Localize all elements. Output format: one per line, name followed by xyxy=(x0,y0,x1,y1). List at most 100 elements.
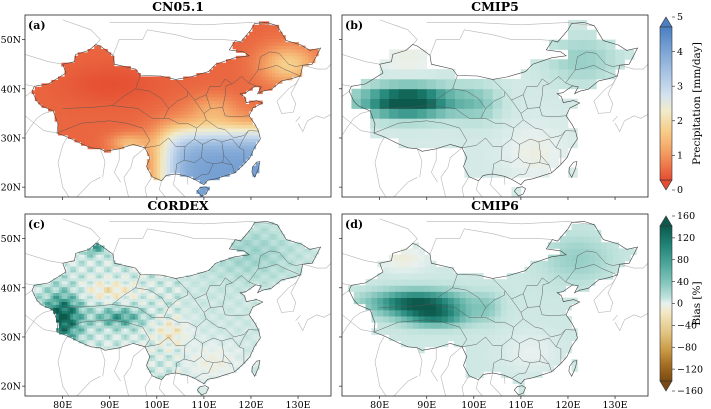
grid-cell xyxy=(77,107,82,112)
grid-cell xyxy=(81,310,85,314)
grid-cell xyxy=(177,331,181,335)
grid-cell xyxy=(222,152,227,157)
grid-cell xyxy=(160,93,164,98)
grid-cell xyxy=(126,266,130,270)
grid-cell xyxy=(87,55,92,60)
grid-cell xyxy=(64,295,68,299)
grid-cell xyxy=(248,339,252,344)
grid-cell xyxy=(199,145,204,150)
grid-cell xyxy=(97,135,102,139)
grid-cell xyxy=(232,155,237,160)
grid-cell xyxy=(205,366,209,370)
grid-cell xyxy=(278,45,283,50)
grid-cell xyxy=(234,242,238,246)
grid-cell xyxy=(106,339,111,344)
grid-cell xyxy=(267,280,272,285)
grid-cell xyxy=(78,310,82,314)
grid-cell xyxy=(94,128,98,132)
grid-cell xyxy=(48,90,52,95)
grid-cell xyxy=(123,86,128,91)
grid-cell xyxy=(95,277,99,282)
grid-cell xyxy=(132,334,136,338)
grid-cell xyxy=(301,55,306,60)
grid-cell xyxy=(84,73,89,77)
grid-cell xyxy=(61,286,65,291)
grid-cell xyxy=(191,342,195,347)
grid-cell xyxy=(149,348,153,353)
panel-c: CORDEX(c)80E 90E 100E 110E 120E 130E50N40N30N… xyxy=(1,198,332,409)
grid-cell xyxy=(156,124,161,129)
grid-cell xyxy=(255,48,260,53)
grid-cell xyxy=(169,307,173,311)
grid-cell xyxy=(520,88,531,100)
grid-cell xyxy=(253,257,258,261)
grid-cell xyxy=(156,86,161,91)
grid-cell xyxy=(211,292,215,297)
grid-cell xyxy=(160,307,164,311)
grid-cell xyxy=(84,254,88,258)
grid-cell xyxy=(265,59,270,64)
grid-cell xyxy=(98,316,102,320)
grid-cell xyxy=(245,141,250,146)
grid-cell xyxy=(118,342,122,347)
grid-cell xyxy=(245,257,249,261)
grid-cell xyxy=(188,295,193,299)
grid-cell xyxy=(242,345,246,350)
grid-cell xyxy=(73,274,77,279)
grid-cell xyxy=(157,363,161,367)
grid-cell xyxy=(242,254,246,258)
grid-cell xyxy=(171,277,176,282)
grid-cell xyxy=(245,52,250,57)
grid-cell xyxy=(275,35,280,40)
grid-cell xyxy=(236,342,241,347)
grid-cell xyxy=(143,301,147,305)
grid-cell xyxy=(160,86,164,91)
grid-cell xyxy=(239,260,243,264)
country-border xyxy=(342,110,371,137)
grid-cell xyxy=(417,108,428,119)
grid-cell xyxy=(407,88,418,100)
grid-cell xyxy=(117,110,121,115)
grid-cell xyxy=(242,131,247,136)
grid-cell xyxy=(135,322,139,326)
grid-cell xyxy=(217,372,221,376)
grid-cell xyxy=(157,319,161,323)
grid-cell xyxy=(173,107,177,112)
grid-cell xyxy=(539,98,550,109)
grid-cell xyxy=(270,248,274,252)
grid-cell xyxy=(219,266,224,270)
grid-cell xyxy=(265,236,269,240)
grid-cell xyxy=(267,266,272,270)
grid-cell xyxy=(64,301,68,305)
grid-cell xyxy=(196,148,201,153)
grid-cell xyxy=(115,310,119,314)
grid-cell xyxy=(222,138,227,143)
grid-cell xyxy=(188,360,193,364)
grid-cell xyxy=(502,157,512,168)
grid-cell xyxy=(212,176,217,181)
grid-cell xyxy=(133,93,138,98)
grid-cell xyxy=(101,307,105,311)
grid-cell xyxy=(265,35,270,40)
grid-cell xyxy=(109,313,113,317)
grid-cell xyxy=(75,328,80,332)
grid-cell xyxy=(268,48,273,53)
grid-cell xyxy=(132,280,136,285)
grid-cell xyxy=(84,138,89,143)
grid-cell xyxy=(106,260,111,264)
grid-cell xyxy=(212,114,217,119)
grid-cell xyxy=(39,286,43,291)
grid-cell xyxy=(64,280,68,285)
grid-cell xyxy=(163,172,168,177)
grid-cell xyxy=(100,62,105,67)
grid-cell xyxy=(110,93,115,98)
grid-cell xyxy=(150,141,154,146)
grid-cell xyxy=(276,269,280,273)
grid-cell xyxy=(135,286,139,291)
grid-cell xyxy=(236,260,241,264)
grid-cell xyxy=(130,121,135,126)
grid-cell xyxy=(267,251,272,255)
grid-cell xyxy=(41,286,46,291)
grid-cell xyxy=(205,345,209,350)
grid-cell xyxy=(279,248,283,252)
